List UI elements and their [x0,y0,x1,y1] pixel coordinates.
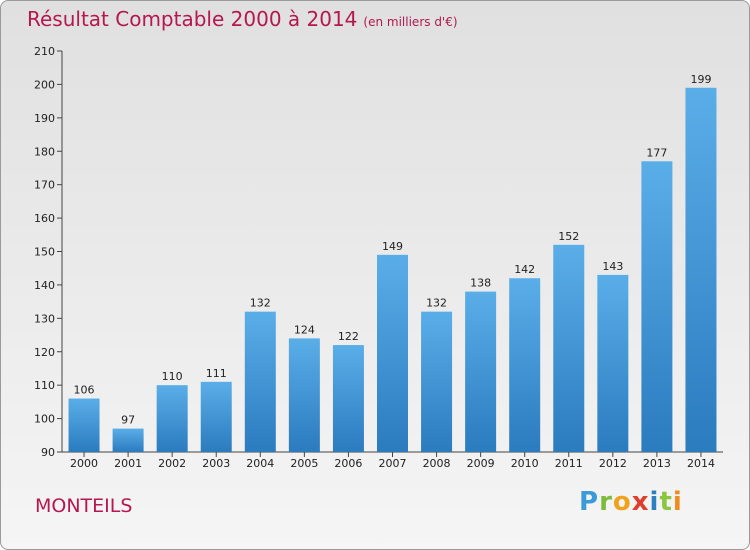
bar [641,161,673,452]
logo-letter: t [659,487,673,517]
bar [421,311,453,452]
logo-letter: x [631,487,650,517]
data-label: 143 [602,260,623,273]
x-tick-label: 2008 [423,457,451,470]
bar [68,398,100,452]
value-labels-group: 106 97 110 111 132 124 122 149 132 138 142 152 143 17… [74,73,712,427]
bar [156,385,188,452]
y-tick-label: 130 [34,312,55,325]
data-label: 177 [646,146,667,159]
bar [332,345,364,452]
y-tick-label: 140 [34,279,55,292]
bar [597,274,629,452]
data-label: 111 [206,367,227,380]
chart-subtitle: (en milliers d'€) [363,15,458,29]
x-tick-label: 2014 [687,457,715,470]
y-tick-label: 150 [34,246,55,259]
y-tick-label: 180 [34,145,55,158]
x-tick-label: 2007 [379,457,407,470]
bar [553,244,585,452]
y-tick-label: 200 [34,78,55,91]
data-label: 149 [382,240,403,253]
x-tick-label: 2002 [158,457,186,470]
x-tick-label: 2005 [290,457,318,470]
logo-letter: i [672,487,683,517]
x-tick-label: 2006 [334,457,362,470]
x-tick-label: 2011 [555,457,583,470]
data-label: 199 [690,73,711,86]
x-tick-label: 2004 [246,457,274,470]
axes: 90 100 110 120 130 140 150 160 170 180 190 200 210 20… [34,45,723,470]
y-tick-label: 160 [34,212,55,225]
proxiti-logo: Proxiti [579,487,683,517]
logo-letter: P [579,487,600,517]
x-tick-label: 2012 [599,457,627,470]
data-label: 97 [121,414,135,427]
y-tick-label: 170 [34,179,55,192]
logo-letter: r [599,487,613,517]
data-label: 152 [558,230,579,243]
y-tick-label: 210 [34,45,55,58]
data-label: 122 [338,330,359,343]
bar [465,291,497,452]
y-tick-label: 90 [41,446,55,459]
x-tick-label: 2001 [114,457,142,470]
bar [685,87,717,452]
commune-name: MONTEILS [35,495,133,517]
data-label: 132 [250,297,271,310]
x-tick-label: 2000 [70,457,98,470]
y-tick-label: 120 [34,346,55,359]
bar [244,311,276,452]
data-label: 106 [74,384,95,397]
bars-group [68,87,717,452]
logo-letter: o [612,487,632,517]
bar [288,338,320,452]
bar [112,428,144,452]
y-tick-label: 110 [34,379,55,392]
x-tick-label: 2009 [467,457,495,470]
y-tick-label: 190 [34,112,55,125]
data-label: 138 [470,277,491,290]
data-label: 142 [514,263,535,276]
bar [509,278,541,452]
data-label: 132 [426,297,447,310]
bar [377,254,408,452]
data-label: 110 [162,370,183,383]
chart-title: Résultat Comptable 2000 à 2014 (en millie… [27,7,458,31]
x-tick-label: 2010 [511,457,539,470]
y-tick-label: 100 [34,413,55,426]
data-label: 124 [294,323,315,336]
x-tick-label: 2013 [643,457,671,470]
chart-title-text: Résultat Comptable 2000 à 2014 [27,7,358,31]
bar [200,381,232,452]
logo-letter: i [649,487,660,517]
x-tick-label: 2003 [202,457,230,470]
